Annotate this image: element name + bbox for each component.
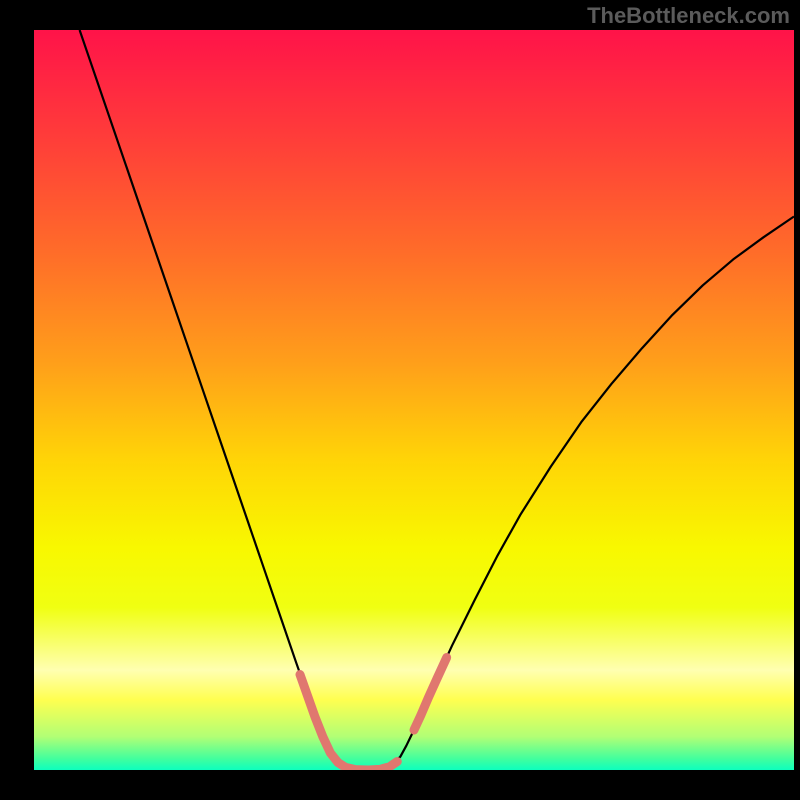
watermark-text: TheBottleneck.com	[587, 3, 790, 29]
gradient-background	[34, 30, 794, 770]
bottleneck-curve-chart	[34, 30, 794, 770]
plot-area	[34, 30, 794, 770]
chart-frame: TheBottleneck.com	[0, 0, 800, 800]
